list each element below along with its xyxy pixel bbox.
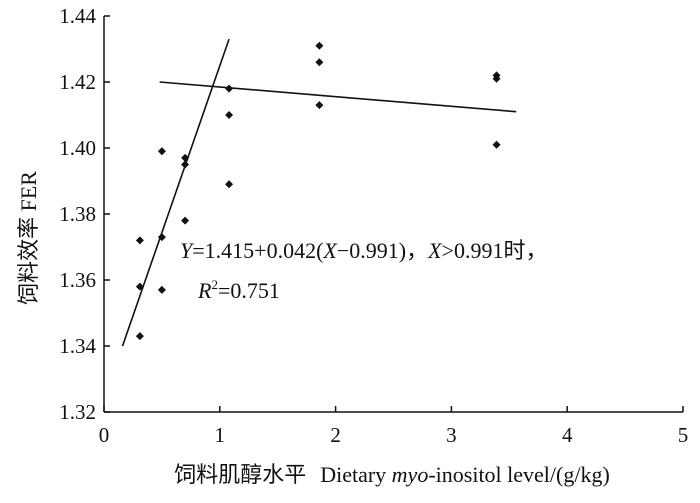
x-axis-title-en-prefix: Dietary <box>320 462 391 487</box>
data-point <box>315 58 324 67</box>
data-point <box>157 233 166 242</box>
regression-line <box>121 38 230 347</box>
data-point <box>315 41 324 50</box>
y-tick-label: 1.44 <box>59 4 96 28</box>
y-axis-title: 饲料效率 FER <box>16 171 41 305</box>
y-tick-label: 1.32 <box>59 400 96 424</box>
data-point <box>157 147 166 156</box>
data-points <box>135 41 501 341</box>
data-point <box>492 140 501 149</box>
x-ticks: 0 1 2 3 4 5 <box>99 406 689 447</box>
data-point <box>181 153 190 162</box>
eq-part1: =1.415+0.042( <box>192 238 323 263</box>
y-ticks: 1.32 1.34 1.36 1.38 1.40 1.42 1.44 <box>59 4 110 424</box>
x-tick-label: 1 <box>215 423 226 447</box>
data-point <box>225 84 234 93</box>
x-tick-label: 3 <box>446 423 457 447</box>
x-tick-label: 5 <box>678 423 689 447</box>
data-point <box>225 180 234 189</box>
data-point <box>492 71 501 80</box>
r2-r: R <box>197 278 212 303</box>
r2-value: =0.751 <box>218 278 280 303</box>
r-squared: R2=0.751 <box>197 277 280 303</box>
data-point <box>135 282 144 291</box>
regression-line <box>159 81 517 113</box>
eq-x2: X <box>427 238 443 263</box>
x-axis-title-en-suffix: -inositol level/(g/kg) <box>428 462 609 487</box>
data-point <box>225 111 234 119</box>
data-point <box>135 332 144 341</box>
y-tick-label: 1.40 <box>59 136 96 160</box>
eq-part2: −0.991)， <box>337 238 428 263</box>
x-axis-title: 饲料肌醇水平 Dietary myo-inositol level/(g/kg) <box>174 462 610 487</box>
data-point <box>181 216 190 225</box>
y-tick-label: 1.36 <box>59 268 96 292</box>
data-point <box>315 101 324 110</box>
eq-x1: X <box>322 238 338 263</box>
fit-lines <box>121 38 517 347</box>
y-tick-label: 1.42 <box>59 70 96 94</box>
eq-y: Y <box>180 238 195 263</box>
axes <box>103 16 683 413</box>
data-point <box>181 160 190 169</box>
x-axis-title-en-italic: myo <box>392 462 429 487</box>
regression-equation: Y=1.415+0.042(X−0.991)，X>0.991时， <box>180 238 547 263</box>
x-axis-title-cn: 饲料肌醇水平 <box>174 462 306 487</box>
data-point <box>157 285 166 294</box>
y-tick-label: 1.38 <box>59 202 96 226</box>
r2-sup: 2 <box>211 277 218 292</box>
data-point <box>135 236 144 245</box>
x-tick-label: 2 <box>330 423 341 447</box>
eq-part3: >0.991时， <box>442 238 548 263</box>
x-tick-label: 4 <box>562 423 573 447</box>
y-tick-label: 1.34 <box>59 334 96 358</box>
x-tick-label: 0 <box>99 423 110 447</box>
